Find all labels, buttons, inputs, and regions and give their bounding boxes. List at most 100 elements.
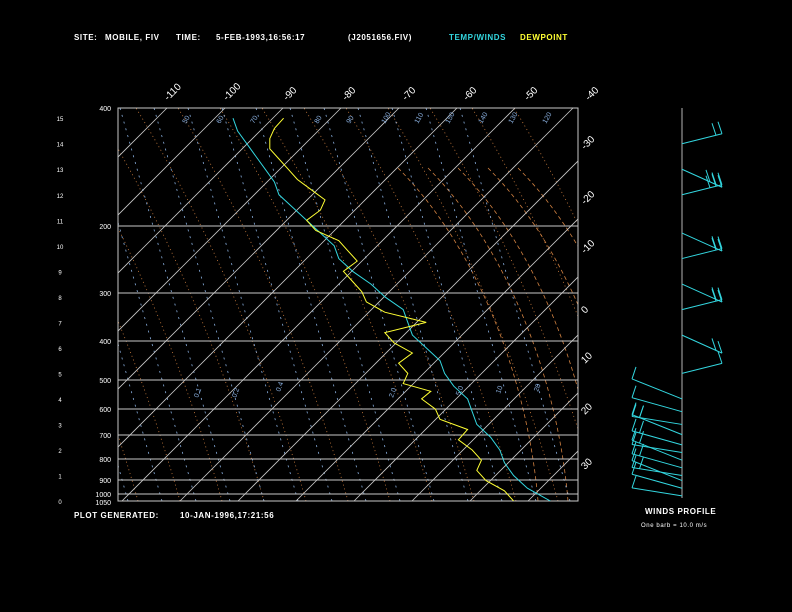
legend-dewpoint: DEWPOINT xyxy=(520,33,568,42)
wind-barb xyxy=(631,475,637,489)
height-tick-label: 15 xyxy=(57,117,64,123)
wind-barb xyxy=(711,236,717,249)
adiabat-label: 140 xyxy=(478,111,490,125)
right-temp-tick-label: 10 xyxy=(579,350,595,366)
pressure-tick-label: 600 xyxy=(99,407,111,414)
adiabat-lines xyxy=(118,108,578,501)
wind-barb-staff xyxy=(631,466,683,476)
dry-adiabat-line xyxy=(345,108,517,501)
wind-barb xyxy=(639,456,644,469)
dry-adiabat-line xyxy=(471,108,578,318)
adiabat-label: 120 xyxy=(542,111,554,125)
isotherm-line xyxy=(295,218,578,501)
plot-generated-label: PLOT GENERATED: xyxy=(74,511,159,520)
top-temp-tick-label: -110 xyxy=(162,81,184,103)
legend-temp-winds: TEMP/WINDS xyxy=(449,33,507,42)
wind-barb xyxy=(631,385,637,398)
height-tick-label: 14 xyxy=(57,143,64,149)
wind-barb xyxy=(717,287,723,300)
mixing-ratio-label: 5.0 xyxy=(455,385,465,397)
moist-adiabat-line xyxy=(457,167,578,392)
winds-profile-title: WINDS PROFILE xyxy=(645,507,717,516)
pressure-tick-label: 400 xyxy=(99,339,111,346)
wind-barb xyxy=(639,405,644,418)
wind-barb-staff xyxy=(631,453,683,469)
height-tick-label: 0 xyxy=(58,500,62,506)
file-name: (J2051656.FIV) xyxy=(348,33,412,42)
wind-barb xyxy=(717,175,723,188)
wind-barb-staff xyxy=(681,232,723,252)
wind-barb xyxy=(717,236,723,249)
top-temp-tick-label: -100 xyxy=(221,81,243,103)
mixing-ratio-line xyxy=(425,108,537,501)
adiabat-label: 60 xyxy=(216,115,226,125)
dry-adiabat-line xyxy=(118,320,181,501)
isotherm-line xyxy=(0,108,51,501)
pressure-tick-label: 800 xyxy=(99,457,111,464)
dry-adiabat-line xyxy=(429,108,578,431)
wind-barb xyxy=(631,418,637,432)
isotherm-line xyxy=(586,108,792,501)
dry-adiabat-line xyxy=(303,108,475,501)
wind-barb-staff xyxy=(631,415,683,425)
mixing-ratio-label: 2.0 xyxy=(388,387,398,399)
dry-adiabat-line xyxy=(177,108,349,501)
dry-adiabat-line xyxy=(513,108,578,225)
height-tick-label: 13 xyxy=(57,168,64,174)
wind-barb-staff xyxy=(681,168,723,188)
wind-barb xyxy=(717,172,723,185)
plot-frame xyxy=(117,107,579,502)
time-label: TIME: xyxy=(176,33,201,42)
pressure-tick-label: 200 xyxy=(99,224,111,231)
dry-adiabat-line xyxy=(135,108,307,501)
wind-barb xyxy=(717,121,723,134)
isotherm-line xyxy=(353,276,578,501)
dry-adiabat-line xyxy=(261,108,433,501)
wind-barb xyxy=(711,287,717,300)
dry-adiabat-line xyxy=(118,433,139,501)
wind-barb xyxy=(705,175,711,188)
site-label: SITE: xyxy=(74,33,98,42)
height-tick-label: 8 xyxy=(58,296,62,302)
isotherm-line xyxy=(469,392,578,501)
adiabat-label: 110 xyxy=(414,112,426,125)
height-tick-label: 12 xyxy=(57,194,64,200)
height-tick-label: 9 xyxy=(58,270,62,276)
isotherm-line xyxy=(411,334,578,501)
pressure-tick-label: 900 xyxy=(99,478,111,485)
adiabat-label: 150 xyxy=(445,111,457,125)
isotherm-line xyxy=(121,108,516,501)
wind-barb-staff xyxy=(631,473,683,489)
height-tick-label: 3 xyxy=(58,423,62,429)
isotherm-line xyxy=(527,450,578,501)
isotherm-line xyxy=(118,108,168,158)
wind-barb xyxy=(631,432,637,445)
top-temp-tick-label: -80 xyxy=(340,85,358,103)
height-tick-label: 7 xyxy=(58,321,62,327)
wind-barb xyxy=(631,404,637,417)
moist-adiabat-line xyxy=(427,167,569,501)
wind-barb xyxy=(631,402,637,415)
wind-barb-staff xyxy=(681,248,723,260)
pressure-tick-label: 400 xyxy=(99,106,111,113)
mixing-ratio-line xyxy=(221,108,333,501)
right-temp-tick-label: -30 xyxy=(579,134,597,152)
top-temp-tick-label: -90 xyxy=(281,85,299,103)
pressure-tick-label: 1000 xyxy=(95,492,111,499)
wind-barb-staff xyxy=(631,439,683,461)
adiabat-label: 130 xyxy=(508,111,520,125)
wind-barb xyxy=(711,338,717,351)
temperature-line xyxy=(232,118,551,501)
pressure-tick-label: 500 xyxy=(99,378,111,385)
mixing-ratio-line xyxy=(255,108,367,501)
top-temp-tick-label: -70 xyxy=(400,85,418,103)
height-tick-label: 4 xyxy=(58,398,62,404)
sounding-series xyxy=(232,117,551,501)
height-tick-label: 10 xyxy=(57,245,64,251)
right-temp-tick-label: 20 xyxy=(579,401,595,417)
adiabat-label: 80 xyxy=(314,115,324,125)
plot-generated-value: 10-JAN-1996,17:21:56 xyxy=(180,511,275,520)
mixing-ratio-label: 0.1 xyxy=(193,387,203,399)
adiabat-label: 50 xyxy=(182,115,192,125)
